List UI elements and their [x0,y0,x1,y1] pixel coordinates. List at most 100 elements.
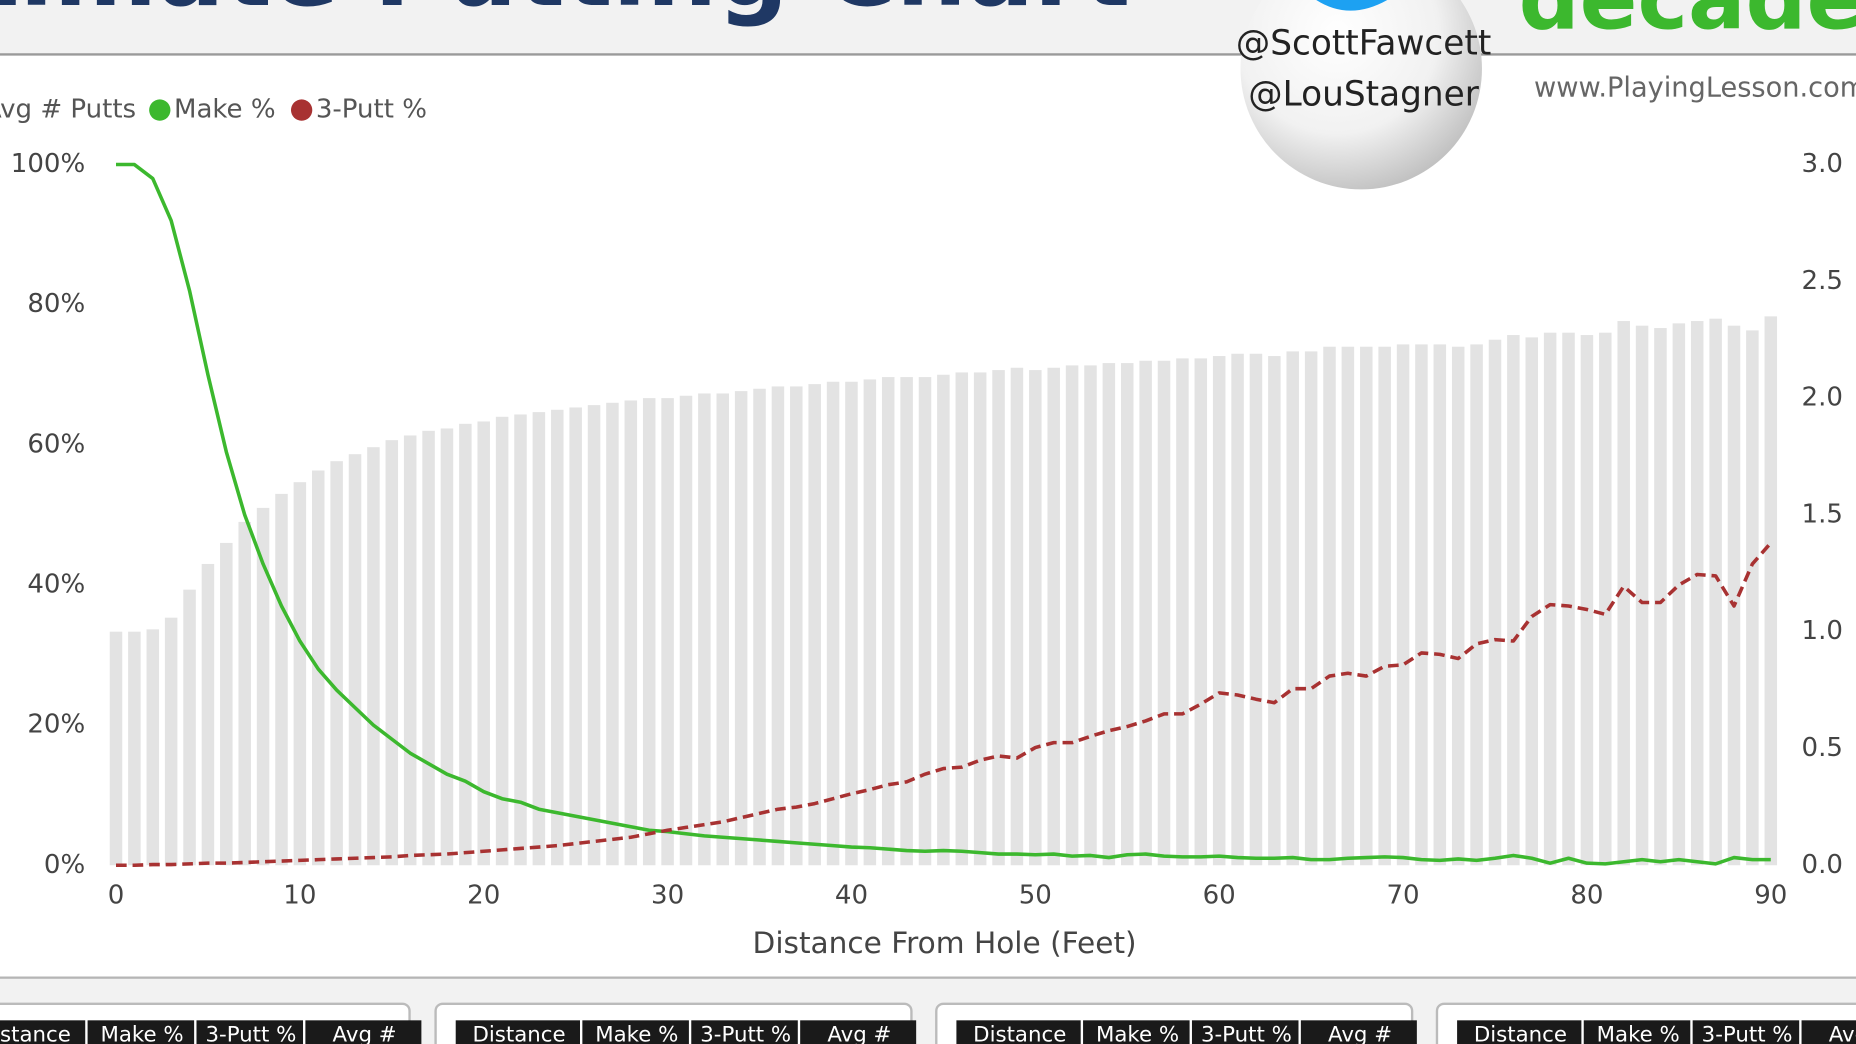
table-header-cell [582,1020,689,1044]
y-tick-label: 100% [11,149,85,179]
x-tick-label: 60 [1203,881,1236,911]
bar [293,482,307,866]
bar [238,521,251,866]
table-header: Avg # [1829,1023,1856,1044]
table-header-cell [87,1020,195,1044]
bar [532,412,546,866]
bar [1212,356,1226,866]
bar [1323,346,1336,866]
bar [1084,365,1097,866]
table-header-cell [691,1020,798,1044]
bar [1672,323,1686,866]
bar [1599,332,1612,866]
x-tick-label: 70 [1386,881,1419,911]
bar [863,379,877,866]
page-title: Ultimate Putting Chart [0,0,1130,29]
bar [955,372,969,866]
bar [1451,346,1465,866]
table-header: Distance [472,1023,565,1044]
x-tick-label: 20 [467,881,500,911]
legend-label: Make % [174,95,276,125]
bar [551,409,564,866]
bar [679,395,693,866]
table-header: Distance [0,1023,71,1044]
bar [477,421,490,866]
bar [1231,353,1244,866]
bar [1635,325,1649,866]
bar [1488,339,1502,866]
bar [459,423,472,866]
legend-label: Avg # Putts [0,95,136,125]
bar [1360,346,1373,866]
bar [1102,363,1116,866]
bar [973,372,987,866]
y2-tick-label: 2.0 [1802,383,1843,413]
bar [1249,353,1263,866]
bar [1176,358,1189,866]
table-header: Avg # [827,1023,891,1044]
bar [1727,325,1741,866]
bar [937,374,950,866]
table-header-cell [1083,1020,1190,1044]
bar [716,393,730,866]
bar [1194,358,1208,866]
table-header: 3-Putt % [1201,1023,1292,1044]
bar [403,435,417,866]
bar [514,414,527,866]
table-header: 3-Putt % [700,1023,791,1044]
table-header: Make % [595,1023,678,1044]
bar [220,542,233,866]
bar [1304,351,1318,866]
bar [1121,363,1134,866]
golf-ball [1240,0,1482,190]
table-header: Make % [1597,1023,1680,1044]
bar [587,405,601,866]
table-header: Make % [100,1023,183,1044]
bar [569,407,582,866]
line [116,162,1771,866]
bar [348,454,362,866]
y2-tick-label: 3.0 [1802,149,1843,179]
bar [495,416,509,866]
x-tick-label: 80 [1570,881,1603,911]
bar [1029,370,1042,866]
handle: @ScottFawcett [1236,23,1491,63]
y-tick-label: 80% [27,289,85,319]
bar [1709,318,1722,866]
table-header: Avg # [1328,1023,1392,1044]
bar [606,402,619,866]
bar [1139,360,1152,866]
logo: decade [1519,0,1856,49]
x-tick-label: 30 [651,881,684,911]
table-header-cell [1300,1020,1417,1044]
bar [275,493,288,866]
table-header-cell [1801,1020,1856,1044]
bar [900,377,913,866]
bar [1617,321,1630,866]
table-header: 3-Putt % [205,1023,296,1044]
bar [1470,344,1483,866]
y-tick-label: 20% [27,710,85,740]
bar [1010,367,1024,866]
bar [1396,344,1410,866]
bar [881,377,895,866]
table-header: Distance [1474,1023,1567,1044]
bar [808,384,821,866]
x-tick-label: 10 [283,881,316,911]
table-header-cell [1457,1020,1582,1044]
y2-tick-label: 2.5 [1802,266,1843,296]
legend-marker [290,99,313,121]
twitter-bird [1316,0,1388,11]
line [116,541,1773,868]
y-tick-label: 40% [27,569,85,599]
bar [1341,346,1355,866]
bar [918,377,932,866]
bar [1433,344,1447,866]
bar [1580,335,1594,866]
bar [624,400,638,866]
table-header-cell [800,1020,917,1044]
bar [1525,337,1539,866]
y2-tick-label: 0.5 [1802,733,1843,763]
